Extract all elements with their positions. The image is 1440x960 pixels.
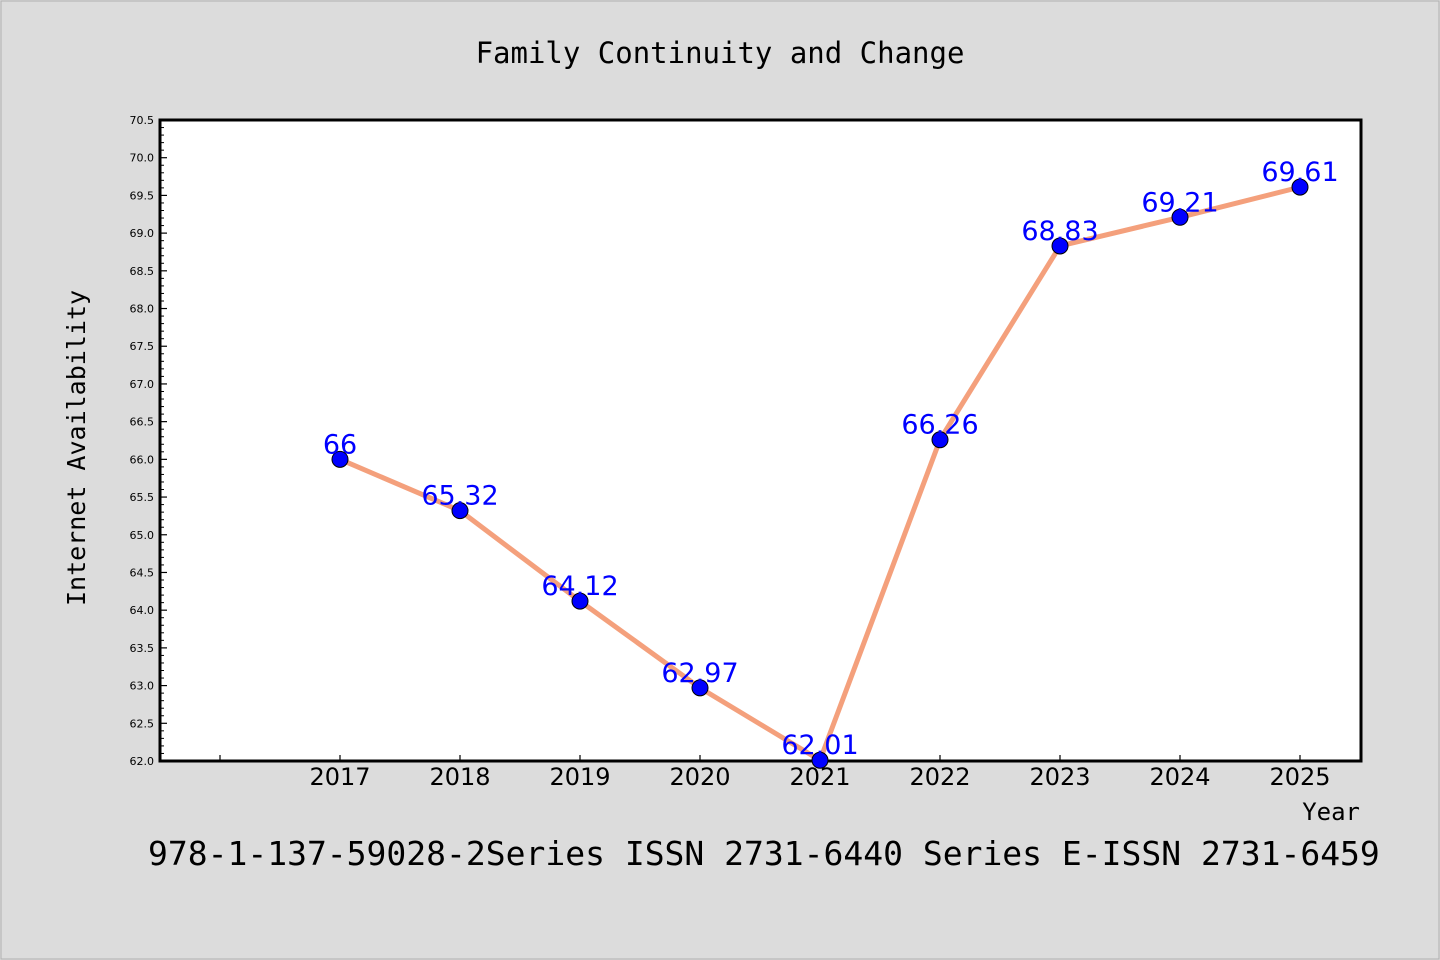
y-tick-label: 63.0: [130, 680, 155, 693]
data-label: 62.01: [781, 730, 858, 761]
chart-title: Family Continuity and Change: [476, 36, 965, 70]
y-tick-label: 63.5: [130, 642, 155, 655]
y-tick-label: 67.5: [130, 340, 155, 353]
data-point: [691, 679, 709, 697]
x-tick-label: 2017: [309, 763, 370, 791]
y-tick-label: 62.5: [130, 717, 155, 730]
data-label: 66: [323, 429, 357, 460]
x-tick-label: 2025: [1269, 763, 1330, 791]
x-tick-label: 2020: [669, 763, 730, 791]
x-axis-label: Year: [1302, 798, 1360, 826]
footnote: 978-1-137-59028-2Series ISSN 2731-6440 S…: [148, 834, 1380, 873]
data-point: [811, 751, 829, 769]
series-markers-group: [331, 178, 1309, 769]
data-label: 69.61: [1261, 157, 1338, 188]
x-tick-label: 2022: [909, 763, 970, 791]
data-label: 68.83: [1021, 216, 1098, 247]
data-point: [1051, 237, 1069, 255]
data-label: 65.32: [421, 481, 498, 512]
data-point: [1171, 208, 1189, 226]
y-tick-label: 70.0: [130, 152, 155, 165]
data-label: 62.97: [661, 658, 738, 689]
y-tick-label: 64.5: [130, 566, 155, 579]
y-tick-label: 62.0: [130, 755, 155, 768]
x-tick-label: 2023: [1029, 763, 1090, 791]
y-tick-label: 66.5: [130, 416, 155, 429]
y-tick-label: 68.0: [130, 303, 155, 316]
data-labels-group: 66 65.32 64.12 62.97 62.01 66.26 68.83 69.21 69.…: [323, 157, 1339, 761]
data-point: [451, 502, 469, 520]
y-tick-label: 65.5: [130, 491, 155, 504]
data-label: 64.12: [541, 571, 618, 602]
y-tick-label: 69.0: [130, 227, 155, 240]
plot-area: [158, 118, 1363, 763]
x-axis: 2017 2018 2019 2020 2021 2022 2023 2024 2025: [219, 755, 1331, 791]
y-axis: 62.0 62.5 63.0 63.5 64.0 64.5 65.0 65.5 66.0 66.5…: [130, 114, 167, 768]
y-tick-label: 65.0: [130, 529, 155, 542]
x-tick-label: 2018: [429, 763, 490, 791]
x-tick-label: 2019: [549, 763, 610, 791]
y-axis-label: Internet Availability: [62, 290, 91, 606]
data-point: [1291, 178, 1309, 196]
y-tick-label: 66.0: [130, 453, 155, 466]
y-tick-label: 67.0: [130, 378, 155, 391]
y-tick-label: 69.5: [130, 189, 155, 202]
x-tick-label: 2024: [1149, 763, 1210, 791]
data-point: [931, 431, 949, 449]
data-label: 69.21: [1141, 187, 1218, 218]
y-tick-label: 64.0: [130, 604, 155, 617]
y-tick-label: 70.5: [130, 114, 155, 127]
data-label: 66.26: [901, 410, 978, 441]
data-point: [331, 450, 349, 468]
y-tick-label: 68.5: [130, 265, 155, 278]
data-point: [571, 592, 589, 610]
